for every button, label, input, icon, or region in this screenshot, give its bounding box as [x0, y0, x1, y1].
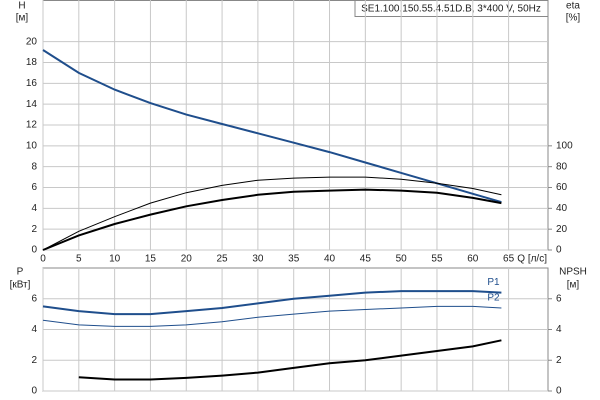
x-tick-label: 5: [76, 254, 82, 265]
y-tick-label: 4: [31, 324, 37, 335]
y2-tick-label: 40: [556, 203, 568, 214]
y2-tick-label: 80: [556, 161, 568, 172]
y-tick-label: 14: [26, 99, 38, 110]
x-tick-label: 15: [145, 254, 157, 265]
x-tick-label: 10: [109, 254, 121, 265]
x-tick-label: 60: [467, 254, 479, 265]
y2-tick-label: 100: [556, 140, 573, 151]
y-tick-label: 20: [26, 36, 38, 47]
y2-tick-label: 0: [556, 386, 562, 397]
y2-tick-label: 6: [556, 293, 562, 304]
y-tick-label: 12: [26, 120, 38, 131]
y-label: H: [18, 1, 25, 12]
y-tick-label: 4: [31, 203, 37, 214]
y-label: P: [17, 267, 24, 278]
x-tick-label: 25: [217, 254, 229, 265]
series-line: [78, 339, 502, 381]
series-line: [42, 49, 502, 204]
x-tick-label: 35: [288, 254, 300, 265]
y-tick-label: 16: [26, 78, 38, 89]
series-line: [42, 176, 502, 251]
x-tick-label: 20: [181, 254, 193, 265]
y2-tick-label: 20: [556, 224, 568, 235]
y2-tick-label: 0: [556, 245, 562, 256]
x-tick-label: 30: [252, 254, 264, 265]
y2-tick-label: 2: [556, 355, 562, 366]
y-tick-label: 6: [31, 293, 37, 304]
series-line: [42, 305, 502, 327]
x-tick-label: 65: [503, 254, 515, 265]
y-tick-label: 8: [31, 161, 37, 172]
y2-unit: [м]: [567, 280, 580, 291]
y-unit: [кВт]: [10, 280, 31, 291]
y2-tick-label: 60: [556, 182, 568, 193]
x-tick-label: 45: [360, 254, 372, 265]
y-tick-label: 10: [26, 140, 38, 151]
series-label: P1: [487, 277, 500, 288]
series-line: [42, 188, 502, 251]
x-label: Q [л/с]: [517, 254, 547, 265]
y-tick-label: 6: [31, 182, 37, 193]
x-tick-label: 50: [396, 254, 408, 265]
y2-label: NPSH: [559, 267, 587, 278]
title-box: [354, 0, 549, 17]
chart-title: SE1.100.150.55.4.51D.B, 3*400 V, 50Hz: [361, 4, 541, 15]
y-unit: [м]: [16, 13, 29, 24]
series-line: [42, 290, 502, 316]
y-tick-label: 18: [26, 57, 38, 68]
y2-unit: [%]: [566, 13, 581, 24]
x-tick-label: 55: [431, 254, 443, 265]
series-label: P2: [487, 293, 500, 304]
x-tick-label: 0: [40, 254, 46, 265]
y-tick-label: 2: [31, 224, 37, 235]
y-tick-label: 0: [31, 386, 37, 397]
y-tick-label: 0: [31, 245, 37, 256]
y-tick-label: 2: [31, 355, 37, 366]
y2-label: eta: [566, 1, 580, 12]
x-tick-label: 40: [324, 254, 336, 265]
y2-tick-label: 4: [556, 324, 562, 335]
